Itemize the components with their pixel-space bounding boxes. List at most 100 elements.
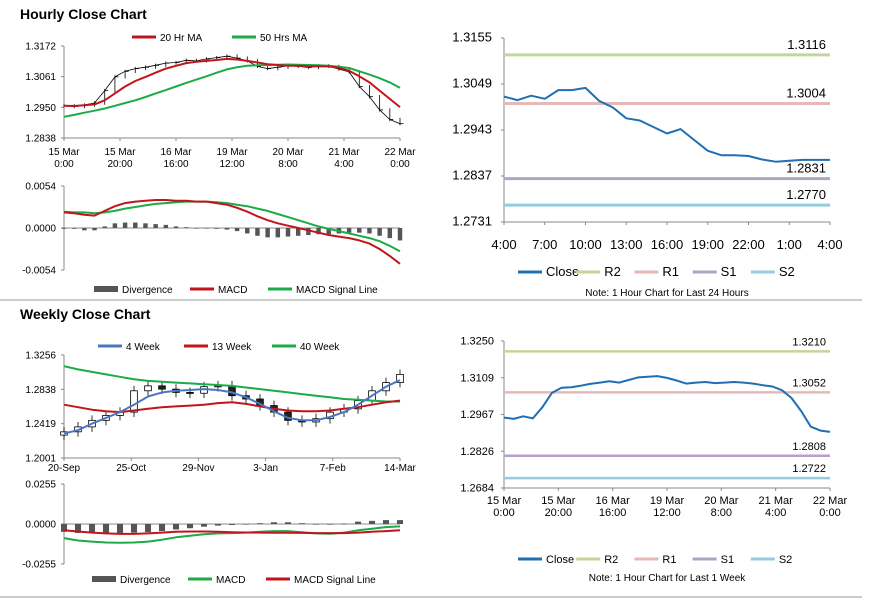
x-tick-label: 19 Mar: [216, 147, 248, 158]
legend-label: Close: [546, 264, 579, 279]
divergence-bar: [186, 524, 194, 529]
divergence-bar: [183, 227, 189, 228]
close-line: [503, 375, 831, 433]
x-tick-label: 21 Mar: [328, 147, 360, 158]
divergence-bar: [377, 228, 382, 236]
hourly-macd-chart: 0.0054 0.0000 -0.0054 Divergence MACD MACD Si…: [22, 182, 403, 296]
divergence-bar: [163, 224, 169, 228]
hourly-24h-chart: 1.3155 1.3049 1.2943 1.2837 1.2731 4:00 7:00 10…: [452, 30, 842, 300]
price-line: [63, 55, 401, 125]
signal-line: [63, 529, 401, 535]
x-tick-label: 7-Feb: [320, 463, 347, 474]
divergence-bar: [88, 524, 96, 533]
divergence-bar: [298, 523, 306, 524]
close-line: [503, 86, 830, 163]
candle-body: [130, 390, 138, 413]
legend-label: MACD: [216, 575, 245, 586]
x-tick-label: 12:00: [219, 159, 244, 170]
y-tick-label: 1.2950: [25, 103, 56, 114]
legend-label: S1: [721, 554, 734, 566]
y-tick-label: 1.3250: [460, 336, 494, 348]
y-tick-label: 1.2838: [25, 385, 56, 396]
x-tick-label: 4:00: [491, 237, 516, 252]
legend-label: 4 Week: [126, 342, 161, 353]
divergence-bar: [275, 228, 281, 238]
hourly-section-title: Hourly Close Chart: [20, 6, 147, 22]
x-tick-label: 21 Mar: [759, 495, 794, 507]
y-tick-label: 0.0000: [25, 520, 56, 531]
y-tick-label: 1.2967: [460, 409, 494, 421]
x-tick-label: 12:00: [653, 507, 681, 519]
x-tick-label: 20 Mar: [272, 147, 304, 158]
divergence-bar: [71, 228, 77, 229]
divergence-bar: [92, 228, 97, 231]
x-tick-label: 4:00: [817, 237, 842, 252]
divergence-bar: [255, 228, 260, 236]
candle-body: [144, 385, 152, 392]
y-tick-label: 1.2001: [25, 454, 56, 465]
legend-label: 20 Hr MA: [160, 33, 203, 44]
x-tick-label: 0:00: [493, 507, 514, 519]
divergence-bar: [116, 524, 124, 533]
legend-label: R1: [662, 264, 679, 279]
x-tick-label: 22 Mar: [813, 495, 848, 507]
divergence-bar: [396, 520, 404, 524]
y-tick-label: 1.3049: [452, 76, 492, 91]
r1-level-label: 1.3004: [786, 86, 826, 101]
divergence-bar: [153, 224, 158, 228]
x-tick-label: 1:00: [777, 237, 802, 252]
divergence-bar: [285, 228, 291, 237]
divergence-bar: [312, 524, 320, 525]
divergence-bar: [326, 228, 331, 235]
divergence-bar: [387, 228, 393, 239]
y-tick-label: 1.3256: [25, 351, 56, 362]
w4-line: [63, 379, 401, 435]
x-tick-label: 16 Mar: [596, 495, 631, 507]
x-tick-label: 19 Mar: [650, 495, 685, 507]
divergence-bar: [102, 524, 110, 534]
divergence-bar: [158, 524, 166, 532]
x-tick-label: 20-Sep: [48, 463, 81, 474]
x-tick-label: 8:00: [278, 159, 298, 170]
y-tick-label: 1.2731: [452, 214, 492, 229]
r2-level-label: 1.3116: [787, 37, 826, 52]
divergence-bar: [265, 228, 270, 238]
divergence-bar: [228, 524, 236, 525]
x-tick-label: 15 Mar: [48, 147, 80, 158]
legend-label: 13 Week: [212, 342, 252, 353]
divergence-bar: [112, 223, 118, 228]
y-tick-label: 1.3172: [25, 42, 56, 53]
divergence-bar: [357, 228, 362, 233]
divergence-bar: [130, 524, 138, 533]
divergence-bar: [346, 228, 352, 233]
divergence-bar: [242, 524, 250, 525]
r2-level-label: 1.3210: [792, 336, 826, 348]
legend-label: R2: [604, 264, 621, 279]
x-tick-label: 19:00: [691, 237, 724, 252]
legend-label: S2: [779, 554, 792, 566]
divergence-bar: [256, 523, 264, 524]
x-tick-label: 8:00: [711, 507, 732, 519]
weekly-macd-chart: 0.0255 0.0000 -0.0255 Divergence MACD MACD Si…: [22, 480, 404, 586]
x-tick-label: 20:00: [545, 507, 573, 519]
divergence-bar: [397, 228, 403, 241]
divergence-bar: [295, 228, 301, 236]
x-tick-label: 4:00: [765, 507, 786, 519]
divergence-bar: [82, 228, 87, 231]
legend-label: MACD Signal Line: [294, 575, 376, 586]
divergence-bar: [316, 228, 321, 235]
divergence-bar: [173, 226, 179, 228]
divergence-bar: [214, 228, 219, 229]
y-tick-label: 1.3109: [460, 372, 494, 384]
x-tick-label: 0:00: [390, 159, 410, 170]
s1-level-label: 1.2831: [786, 161, 826, 176]
y-tick-label: 1.2838: [25, 134, 56, 145]
weekly-section-title: Weekly Close Chart: [20, 306, 151, 322]
x-tick-label: 14-Mar: [384, 463, 416, 474]
x-tick-label: 7:00: [532, 237, 557, 252]
x-tick-label: 29-Nov: [182, 463, 214, 474]
divergence-bar: [143, 223, 148, 228]
